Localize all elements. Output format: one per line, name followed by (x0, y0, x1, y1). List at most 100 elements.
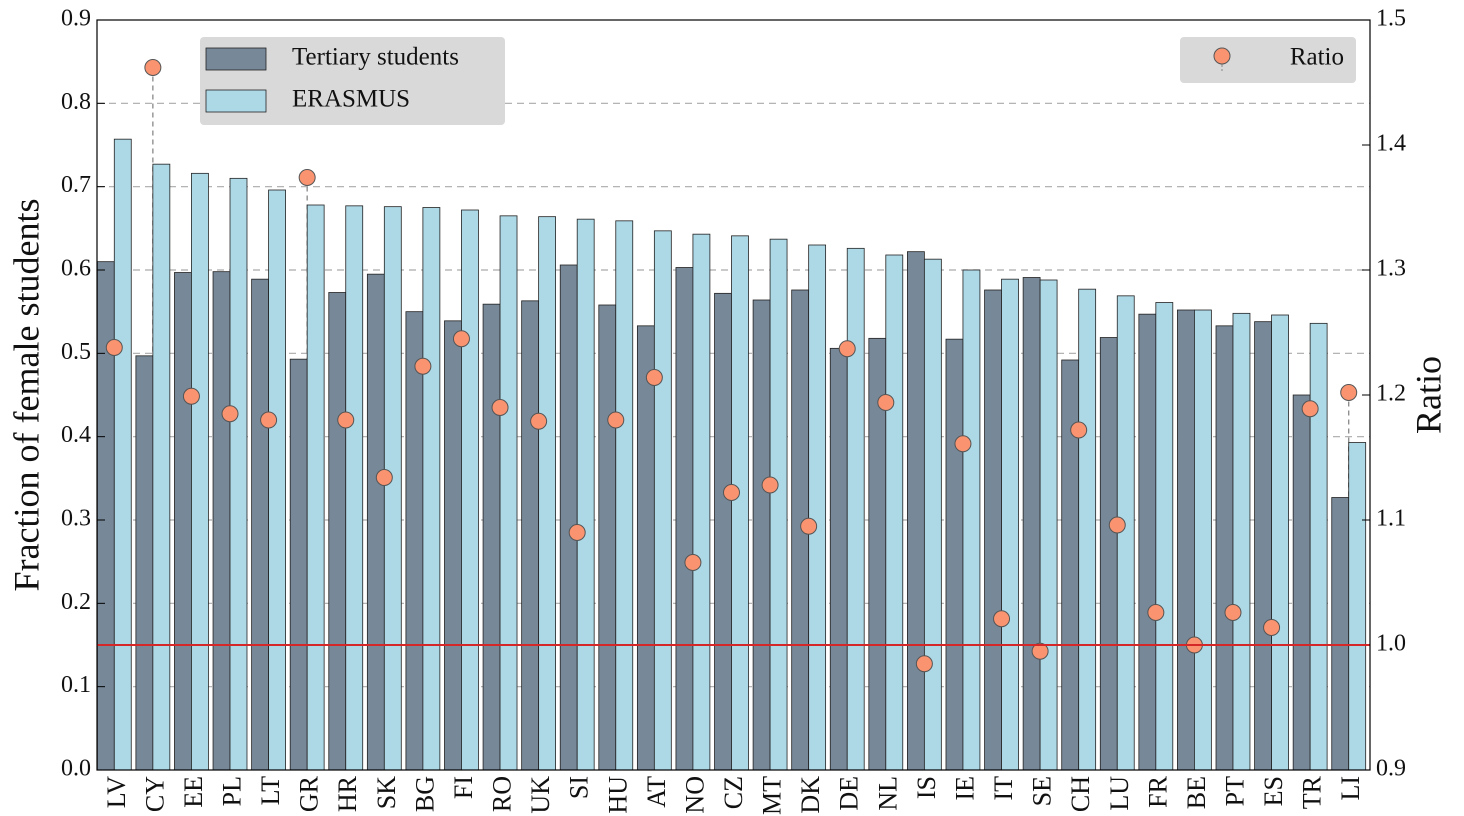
bar (1039, 279, 1058, 771)
legend-box (200, 37, 505, 125)
x-tick-label: TR (1298, 775, 1327, 809)
bar (615, 220, 634, 771)
bar (923, 258, 942, 771)
bar (1232, 312, 1251, 771)
x-tick-label: AT (642, 776, 671, 808)
ratio-point (838, 340, 856, 358)
bar (135, 355, 154, 771)
bar (422, 207, 441, 771)
bars (96, 138, 1367, 771)
y2-tick-label: 1.4 (1376, 131, 1406, 157)
bar (769, 238, 788, 771)
y-tick-label: 0.7 (61, 172, 91, 198)
legend-label: ERASMUS (292, 86, 410, 113)
bar (328, 292, 347, 771)
x-tick-label: FI (449, 776, 478, 799)
bar (675, 267, 694, 771)
ratio-point (568, 524, 586, 541)
bar (191, 172, 209, 771)
x-tick-label: EE (179, 776, 208, 808)
bar (1061, 359, 1080, 771)
bar (499, 215, 518, 771)
ratio-point (761, 476, 779, 494)
y-tick-label: 0.9 (61, 6, 91, 32)
y2-axis-label: Ratio (1408, 356, 1448, 434)
x-tick-label: UK (526, 776, 555, 814)
bar (405, 311, 424, 771)
bar (482, 303, 501, 771)
bar (752, 299, 771, 771)
y-tick-label: 0.4 (61, 422, 91, 448)
bar (289, 358, 308, 771)
ratio-point (800, 517, 818, 535)
ratio-point (1263, 619, 1281, 636)
legend-label: Tertiary students (292, 44, 459, 71)
ratio-point (221, 405, 239, 423)
x-tick-label: LT (256, 776, 285, 805)
bar (152, 163, 171, 771)
bar (113, 138, 132, 771)
y-tick-label: 0.1 (61, 672, 91, 698)
bar (1155, 302, 1174, 771)
bar (538, 216, 556, 771)
ratio-point (491, 399, 509, 416)
y-tick-label: 0.5 (61, 339, 91, 365)
bar (1022, 277, 1041, 771)
y-tick-label: 0.6 (61, 256, 91, 282)
y2-tick-label: 1.5 (1376, 6, 1406, 32)
x-tick-label: LV (102, 776, 131, 808)
bar (576, 218, 595, 771)
bar (885, 254, 904, 771)
ratio-point (1224, 604, 1242, 621)
bar (1348, 442, 1367, 771)
x-tick-label: MT (758, 776, 787, 815)
bar (808, 244, 827, 771)
y-tick-label: 0.8 (61, 89, 91, 115)
bar (345, 205, 364, 771)
x-tick-label: HR (333, 775, 362, 812)
x-tick-label: DK (796, 776, 825, 814)
x-tick-label: BE (1182, 776, 1211, 809)
bar (636, 325, 655, 771)
bar (366, 273, 385, 771)
bar (1331, 497, 1350, 771)
y2-tick-label: 1.1 (1376, 506, 1406, 532)
ratio-point (298, 169, 316, 186)
bar (1309, 322, 1328, 771)
x-tick-label: NL (873, 776, 902, 811)
bar (846, 247, 865, 771)
x-tick-label: GR (295, 775, 324, 812)
x-tick-label: LU (1105, 776, 1134, 811)
bar (461, 209, 479, 771)
legend-swatch (205, 47, 267, 71)
ratio-point (182, 387, 200, 405)
bar (444, 320, 462, 771)
bar (1001, 278, 1019, 771)
bar (1271, 314, 1289, 771)
x-tick-label: HU (603, 776, 632, 814)
bar (945, 338, 964, 771)
y2-tick-label: 1.0 (1376, 631, 1406, 657)
x-tick-label: PT (1220, 776, 1249, 806)
bar (306, 204, 325, 771)
bar (1138, 313, 1157, 771)
bar (251, 278, 269, 771)
y-axis-label: Fraction of female students (6, 199, 46, 592)
bar (521, 300, 540, 771)
bar (1078, 288, 1097, 771)
y-tick-label: 0.2 (61, 589, 91, 615)
x-tick-label: SK (372, 776, 401, 809)
bar (1215, 325, 1234, 771)
ratio-point (260, 411, 278, 429)
bar (907, 251, 925, 771)
x-tick-label: SE (1028, 776, 1057, 806)
y2-tick-label: 0.9 (1376, 756, 1406, 782)
legend-swatch (205, 89, 267, 113)
bar (714, 292, 732, 771)
x-tick-label: LI (1336, 776, 1365, 801)
x-tick-label: SI (565, 776, 594, 799)
bar (383, 206, 402, 771)
ratio-point (1147, 604, 1165, 621)
